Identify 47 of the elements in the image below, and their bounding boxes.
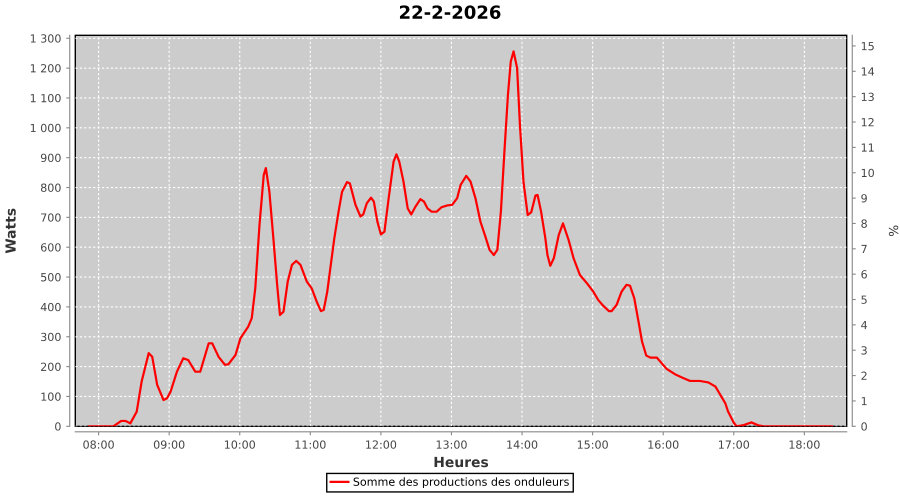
- y-tick-label: 700: [41, 213, 61, 222]
- y-tick-label: 300: [41, 332, 61, 342]
- y-axis-title: Watts: [5, 208, 16, 254]
- y2-tick-label: 11: [862, 143, 874, 152]
- x-tick-label: 13:00: [436, 440, 467, 449]
- y2-tick-label: 1: [862, 397, 867, 406]
- line-series: [88, 50, 833, 426]
- y-tick-label: 800: [40, 183, 61, 192]
- x-tick-label: 10:00: [224, 440, 256, 449]
- chart-title: 22-2-2026: [400, 5, 500, 19]
- x-axis-title: Heures: [434, 456, 488, 468]
- x-tick-label: 15:00: [578, 440, 608, 449]
- y-tick-label: 900: [40, 154, 61, 162]
- x-tick-label: 17:00: [718, 440, 750, 449]
- y-tick-label: 1 300: [30, 34, 61, 43]
- y-tick-label: 0: [55, 422, 61, 431]
- y-tick-label: 600: [40, 243, 61, 252]
- y2-axis-title: %: [888, 226, 898, 236]
- x-tick-label: 08:00: [83, 440, 114, 449]
- y2-tick-label: 12: [862, 118, 874, 126]
- y2-tick-label: 3: [861, 346, 867, 355]
- y-tick-label: 200: [41, 362, 61, 371]
- y-tick-label: 1 100: [30, 94, 61, 102]
- y2-tick-label: 4: [861, 320, 868, 330]
- x-tick-label: 09:00: [154, 440, 184, 449]
- y2-tick-label: 2: [861, 372, 867, 380]
- y2-tick-label: 0: [861, 422, 867, 431]
- x-tick-label: 12:00: [366, 440, 396, 449]
- y-tick-label: 400: [40, 302, 61, 312]
- y2-tick-label: 10: [862, 168, 874, 178]
- y2-tick-label: 6: [861, 270, 867, 279]
- x-tick-label: 18:00: [790, 440, 820, 449]
- y-tick-label: 1 000: [30, 124, 61, 132]
- x-tick-label: 11:00: [296, 440, 326, 449]
- y2-tick-label: 9: [861, 194, 867, 202]
- y2-tick-label: 7: [862, 244, 867, 254]
- x-tick-label: 16:00: [648, 440, 678, 449]
- x-tick-label: 14:00: [507, 440, 538, 449]
- y2-tick-label: 13: [862, 92, 874, 102]
- y2-tick-label: 8: [861, 219, 867, 228]
- y-tick-label: 100: [41, 392, 61, 401]
- y2-tick-label: 5: [861, 296, 867, 304]
- legend-label: Somme des productions des onduleurs: [354, 477, 569, 488]
- y-tick-label: 1 200: [30, 64, 61, 73]
- y-tick-label: 500: [41, 273, 61, 282]
- y2-tick-label: 14: [862, 67, 874, 76]
- y2-tick-label: 15: [862, 42, 874, 50]
